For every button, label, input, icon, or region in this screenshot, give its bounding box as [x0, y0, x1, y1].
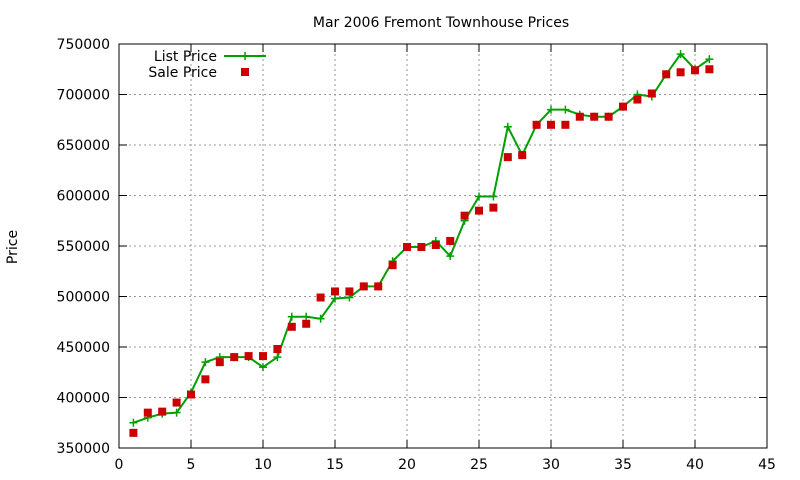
- sale-price-point: [345, 287, 354, 296]
- sale-price-point: [359, 282, 368, 291]
- list-price-point: [172, 408, 181, 417]
- sale-price-point: [201, 375, 210, 384]
- sale-price-point: [287, 322, 296, 331]
- x-tick-label: 40: [686, 457, 704, 473]
- sale-price-point: [172, 398, 181, 407]
- x-tick-label: 35: [614, 457, 632, 473]
- sale-price-point: [244, 352, 253, 361]
- x-tick-label: 5: [187, 457, 196, 473]
- plot-frame: [118, 43, 768, 449]
- sale-price-point: [374, 282, 383, 291]
- sale-price-point: [417, 243, 426, 252]
- list-price-point: [302, 312, 311, 321]
- legend-marker: [241, 52, 249, 60]
- list-price-point: [287, 312, 296, 321]
- grid: [119, 44, 767, 448]
- list-price-point: [503, 122, 512, 131]
- sale-price-point: [575, 112, 584, 121]
- y-tick-label: 700000: [57, 88, 110, 104]
- sale-price-point: [518, 151, 527, 160]
- x-tick-label: 25: [470, 457, 488, 473]
- sale-price-point: [273, 345, 282, 354]
- x-tick-label: 45: [758, 457, 776, 473]
- sale-price-point: [532, 120, 541, 129]
- chart-title: Mar 2006 Fremont Townhouse Prices: [313, 15, 569, 31]
- y-tick-label: 400000: [57, 391, 110, 407]
- sale-price-point: [489, 203, 498, 212]
- list-price-point: [547, 105, 555, 114]
- list-price-point: [489, 192, 498, 201]
- list-price-point: [446, 252, 455, 261]
- list-price-point: [273, 353, 282, 362]
- sale-price-point: [187, 390, 195, 399]
- list-price-point: [201, 358, 210, 367]
- sale-price-point: [604, 112, 613, 121]
- list-price-point: [129, 418, 138, 427]
- legend-label: Sale Price: [148, 65, 217, 81]
- x-tick-label: 0: [115, 457, 124, 473]
- x-tick-label: 15: [326, 457, 344, 473]
- series-1: [129, 65, 714, 437]
- y-tick-label: 750000: [57, 37, 110, 53]
- list-price-point: [316, 314, 325, 323]
- x-tick-label: 10: [254, 457, 272, 473]
- sale-price-point: [331, 287, 339, 296]
- y-tick-label: 650000: [57, 138, 110, 154]
- sale-price-point: [633, 95, 642, 104]
- sale-price-point: [460, 211, 469, 220]
- x-tick-label: 20: [398, 457, 416, 473]
- sale-price-point: [561, 120, 570, 129]
- sale-price-point: [302, 319, 311, 328]
- ticks: 350000 400000 450000 500000 550000 600000 6500…: [57, 37, 776, 473]
- legend-label: List Price: [154, 49, 217, 65]
- sale-price-point: [230, 353, 239, 362]
- sale-price-point: [215, 358, 224, 367]
- sale-price-point: [647, 89, 656, 98]
- plot-area: [129, 50, 714, 437]
- legend-marker: [241, 68, 249, 76]
- sale-price-point: [503, 153, 512, 162]
- sale-price-point: [691, 66, 699, 75]
- sale-price-point: [662, 70, 671, 79]
- sale-price-point: [446, 236, 455, 245]
- list-price-point: [561, 105, 570, 114]
- y-tick-label: 550000: [57, 239, 110, 255]
- sale-price-point: [316, 293, 325, 302]
- sale-price-point: [388, 261, 397, 270]
- sale-price-point: [590, 112, 599, 121]
- list-price-point: [259, 363, 267, 372]
- list-price-point: [676, 50, 685, 59]
- y-tick-label: 600000: [57, 189, 110, 205]
- sale-price-point: [547, 120, 555, 129]
- y-tick-label: 450000: [57, 340, 110, 356]
- sale-price-point: [129, 428, 138, 437]
- y-axis-label: Price: [5, 230, 21, 264]
- list-price-point: [705, 55, 714, 64]
- sale-price-point: [676, 68, 685, 77]
- sale-price-point: [403, 243, 411, 252]
- sale-price-point: [475, 206, 483, 215]
- sale-price-point: [705, 65, 714, 74]
- sale-price-point: [259, 352, 267, 361]
- sale-price-point: [143, 408, 152, 417]
- x-tick-label: 30: [542, 457, 560, 473]
- y-tick-label: 500000: [57, 290, 110, 306]
- sale-price-point: [158, 407, 167, 416]
- sale-price-point: [619, 102, 627, 111]
- list-price-point: [475, 192, 483, 201]
- sale-price-point: [431, 240, 440, 249]
- list-price-point: [331, 294, 339, 303]
- y-tick-label: 350000: [57, 441, 110, 457]
